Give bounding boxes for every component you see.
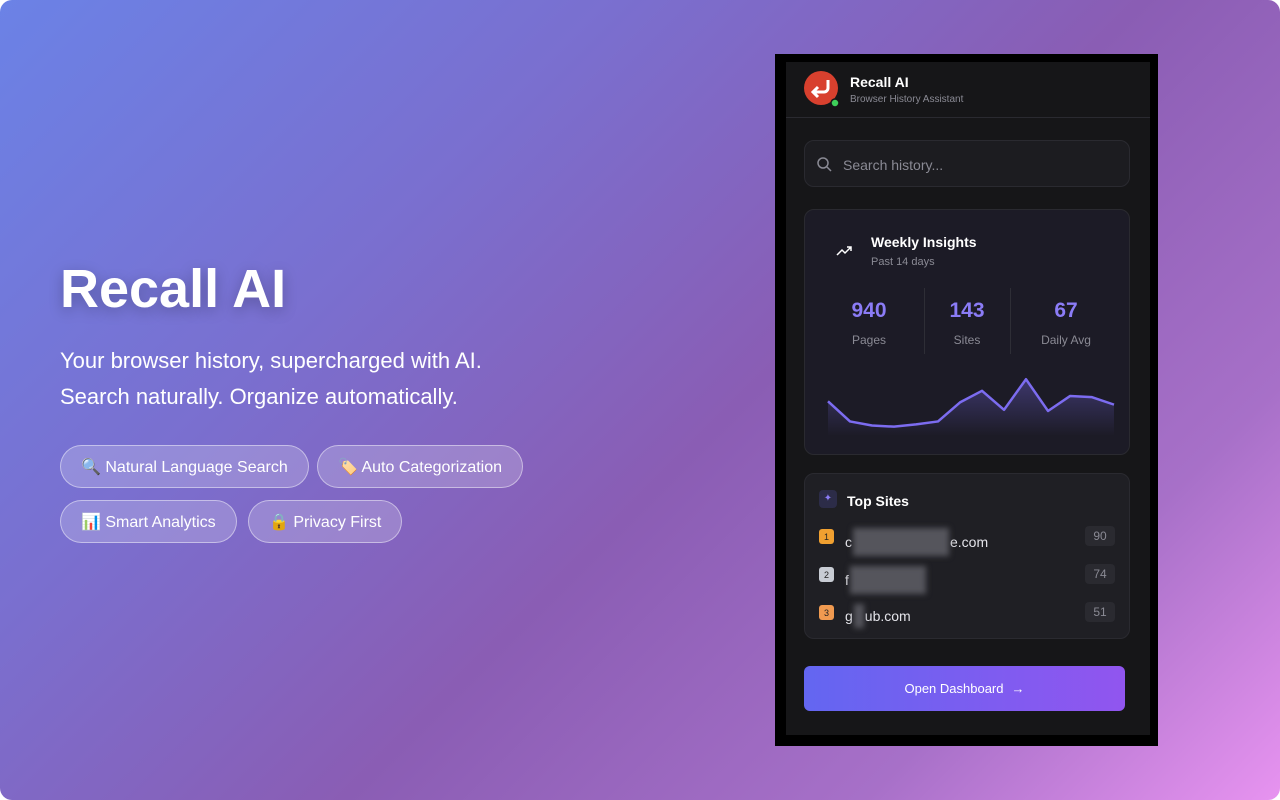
trend-icon [836,246,852,256]
stat: 67 Daily Avg [1016,299,1116,347]
rank-badge: 2 [819,567,834,582]
rank-badge: 3 [819,605,834,620]
stat-value: 940 [851,299,887,322]
header: Recall AI Browser History Assistant [786,62,1150,118]
site-name-end: e.com [950,534,989,550]
search-placeholder: Search history... [843,157,944,173]
site-name-start: c [845,534,852,550]
feature-pill: 🔒 Privacy First [248,500,403,543]
search-box[interactable]: Search history... [804,140,1130,187]
popup: Recall AI Browser History Assistant Sear… [786,62,1150,735]
stat-value: 67 [1054,299,1078,322]
stat: 940 Pages [819,299,919,347]
sparkline [827,377,1115,436]
site-name-end: ub.com [864,608,911,624]
visit-count: 90 [1085,526,1115,546]
divider [924,288,925,354]
button-label: Open Dashboard [904,681,1004,696]
feature-pill: 📊 Smart Analytics [60,500,237,543]
insights-subtitle: Past 14 days [871,256,935,268]
stat-label: Sites [953,333,981,347]
feature-pill: 🏷️ Auto Categorization [317,445,524,488]
tagline: Your browser history, supercharged with … [60,348,482,373]
feature-pill: 🔍 Natural Language Search [60,445,309,488]
divider [1010,288,1011,354]
insights-title: Weekly Insights [871,234,977,250]
site-name-start: g [845,608,853,624]
stat-value: 143 [949,299,985,322]
site-name: f [845,566,927,594]
stat-label: Daily Avg [1041,333,1091,347]
app-name: Recall AI [850,74,909,90]
open-dashboard-button[interactable]: Open Dashboard → [804,666,1125,711]
stat: 143 Sites [917,299,1017,347]
logo [804,71,840,108]
visit-count: 51 [1085,602,1115,622]
redaction [853,604,864,628]
sites-icon: ✦ [819,490,837,508]
hero-title: Recall AI [60,259,287,319]
search-icon [817,157,832,172]
insights-card: Weekly Insights Past 14 days 940 Pages 14… [804,209,1130,455]
arrow-icon: → [1011,681,1025,696]
top-sites-card: ✦ Top Sites 1 c e.com 90 2 f 74 3 g ub.com 51 [804,473,1130,639]
site-name: c e.com [845,528,988,556]
stat-label: Pages [851,333,887,347]
top-sites-title: Top Sites [847,493,909,509]
rank-badge: 1 [819,529,834,544]
redaction [853,528,949,556]
redaction [849,566,926,594]
app-subtitle: Browser History Assistant [850,94,964,105]
tagline: Search naturally. Organize automatically… [60,384,458,409]
site-name-start: f [845,572,849,588]
trend-line [827,377,1115,428]
trend-area [828,379,1114,436]
site-name: g ub.com [845,604,911,628]
visit-count: 74 [1085,564,1115,584]
